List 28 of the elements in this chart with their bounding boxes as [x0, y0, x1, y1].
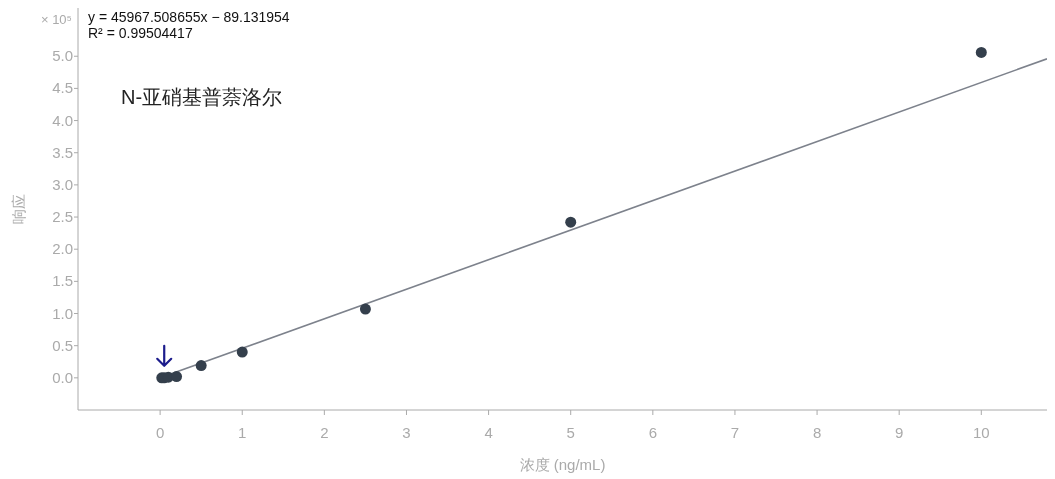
x-tick-label: 2: [320, 424, 329, 441]
x-tick-label: 5: [566, 424, 575, 441]
x-tick-label: 1: [238, 424, 247, 441]
annotation: y = 45967.508655x − 89.131954: [88, 9, 290, 25]
y-tick-label: 3.5: [52, 143, 73, 161]
x-tick-label: 7: [730, 424, 740, 441]
y-tick-label: 2.5: [52, 208, 73, 226]
y-axis-title: 响应: [10, 194, 27, 224]
annotation: R² = 0.99504417: [88, 25, 193, 41]
y-tick-label: 0.5: [52, 336, 73, 354]
x-tick-label: 0: [155, 424, 165, 441]
x-axis-title: 浓度 (ng/mL): [519, 456, 606, 473]
x-tick-label: 9: [895, 424, 904, 441]
y-tick-label: 1.0: [52, 304, 73, 322]
y-tick-label: 3.0: [52, 175, 73, 193]
text: N-亚硝基普萘洛尔: [121, 86, 283, 108]
y-tick-label: 2.0: [52, 240, 73, 258]
x-tick-label: 8: [812, 424, 822, 441]
x-tick-label: 4: [484, 424, 493, 441]
text: × 10⁵: [40, 12, 72, 27]
x-tick-label: 10: [972, 424, 990, 441]
y-tick-label: 1.5: [52, 272, 73, 290]
x-tick-label: 3: [402, 424, 411, 441]
y-tick-label: 4.5: [52, 79, 73, 97]
x-tick-label: 6: [648, 424, 657, 441]
y-tick-label: 4.0: [52, 111, 73, 129]
y-tick-label: 5.0: [52, 47, 73, 65]
y-tick-label: 0.0: [52, 368, 73, 386]
